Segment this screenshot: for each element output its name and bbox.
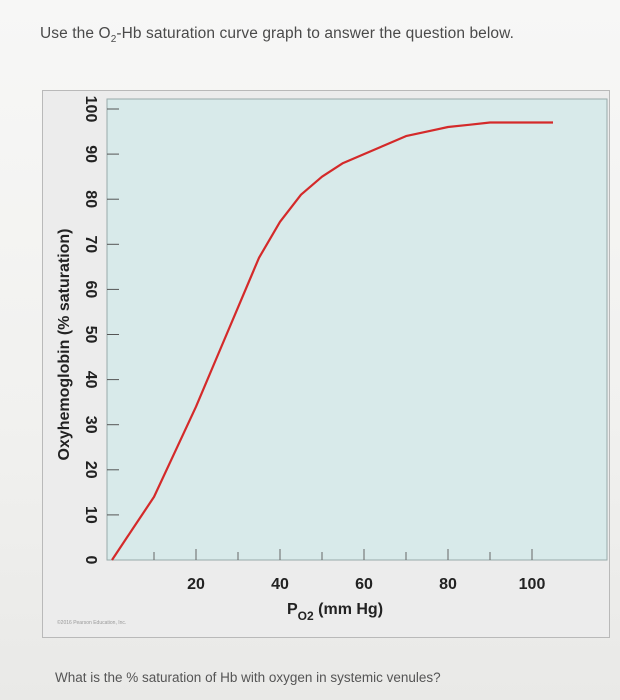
y-tick-label: 40 [82, 371, 99, 389]
y-tick-label: 80 [82, 190, 99, 208]
y-axis-ticks: 0 10 20 30 40 50 60 70 80 90 100 [82, 96, 119, 565]
y-tick-label: 30 [82, 416, 99, 434]
plot-area [106, 98, 608, 561]
x-tick-label: 100 [519, 576, 546, 593]
question-prompt: Use the O2-Hb saturation curve graph to … [40, 25, 514, 45]
x-tick-label: 20 [187, 576, 205, 593]
x-axis-label-subscript: O2 [298, 609, 314, 623]
x-tick-label: 40 [271, 576, 289, 593]
y-tick-label: 100 [82, 96, 99, 123]
y-tick-label: 50 [82, 326, 99, 344]
x-axis-ticks: 20 40 60 80 100 [153, 549, 546, 593]
y-axis-label: Oxyhemoglobin (% saturation) [56, 228, 73, 460]
prompt-text-end: -Hb saturation curve graph to answer the… [116, 25, 514, 42]
y-tick-label: 60 [82, 281, 99, 299]
x-tick-label: 80 [439, 576, 457, 593]
y-tick-label: 90 [82, 145, 99, 163]
x-axis-label-main: P [287, 601, 298, 618]
copyright-note: ©2016 Pearson Education, Inc. [57, 619, 126, 626]
x-axis-label: PO2 (mm Hg) [287, 601, 383, 623]
y-tick-label: 0 [82, 556, 99, 565]
prompt-subscript: 2 [110, 34, 117, 46]
y-tick-label: 10 [82, 506, 99, 524]
y-tick-label: 20 [82, 461, 99, 479]
x-axis-label-units: (mm Hg) [314, 601, 383, 618]
x-tick-label: 60 [355, 576, 373, 593]
series-line-oxyhemoglobin [111, 121, 553, 561]
y-tick-label: 70 [82, 235, 99, 253]
prompt-text-start: Use the O [40, 25, 111, 42]
question-text: What is the % saturation of Hb with oxyg… [55, 670, 441, 685]
